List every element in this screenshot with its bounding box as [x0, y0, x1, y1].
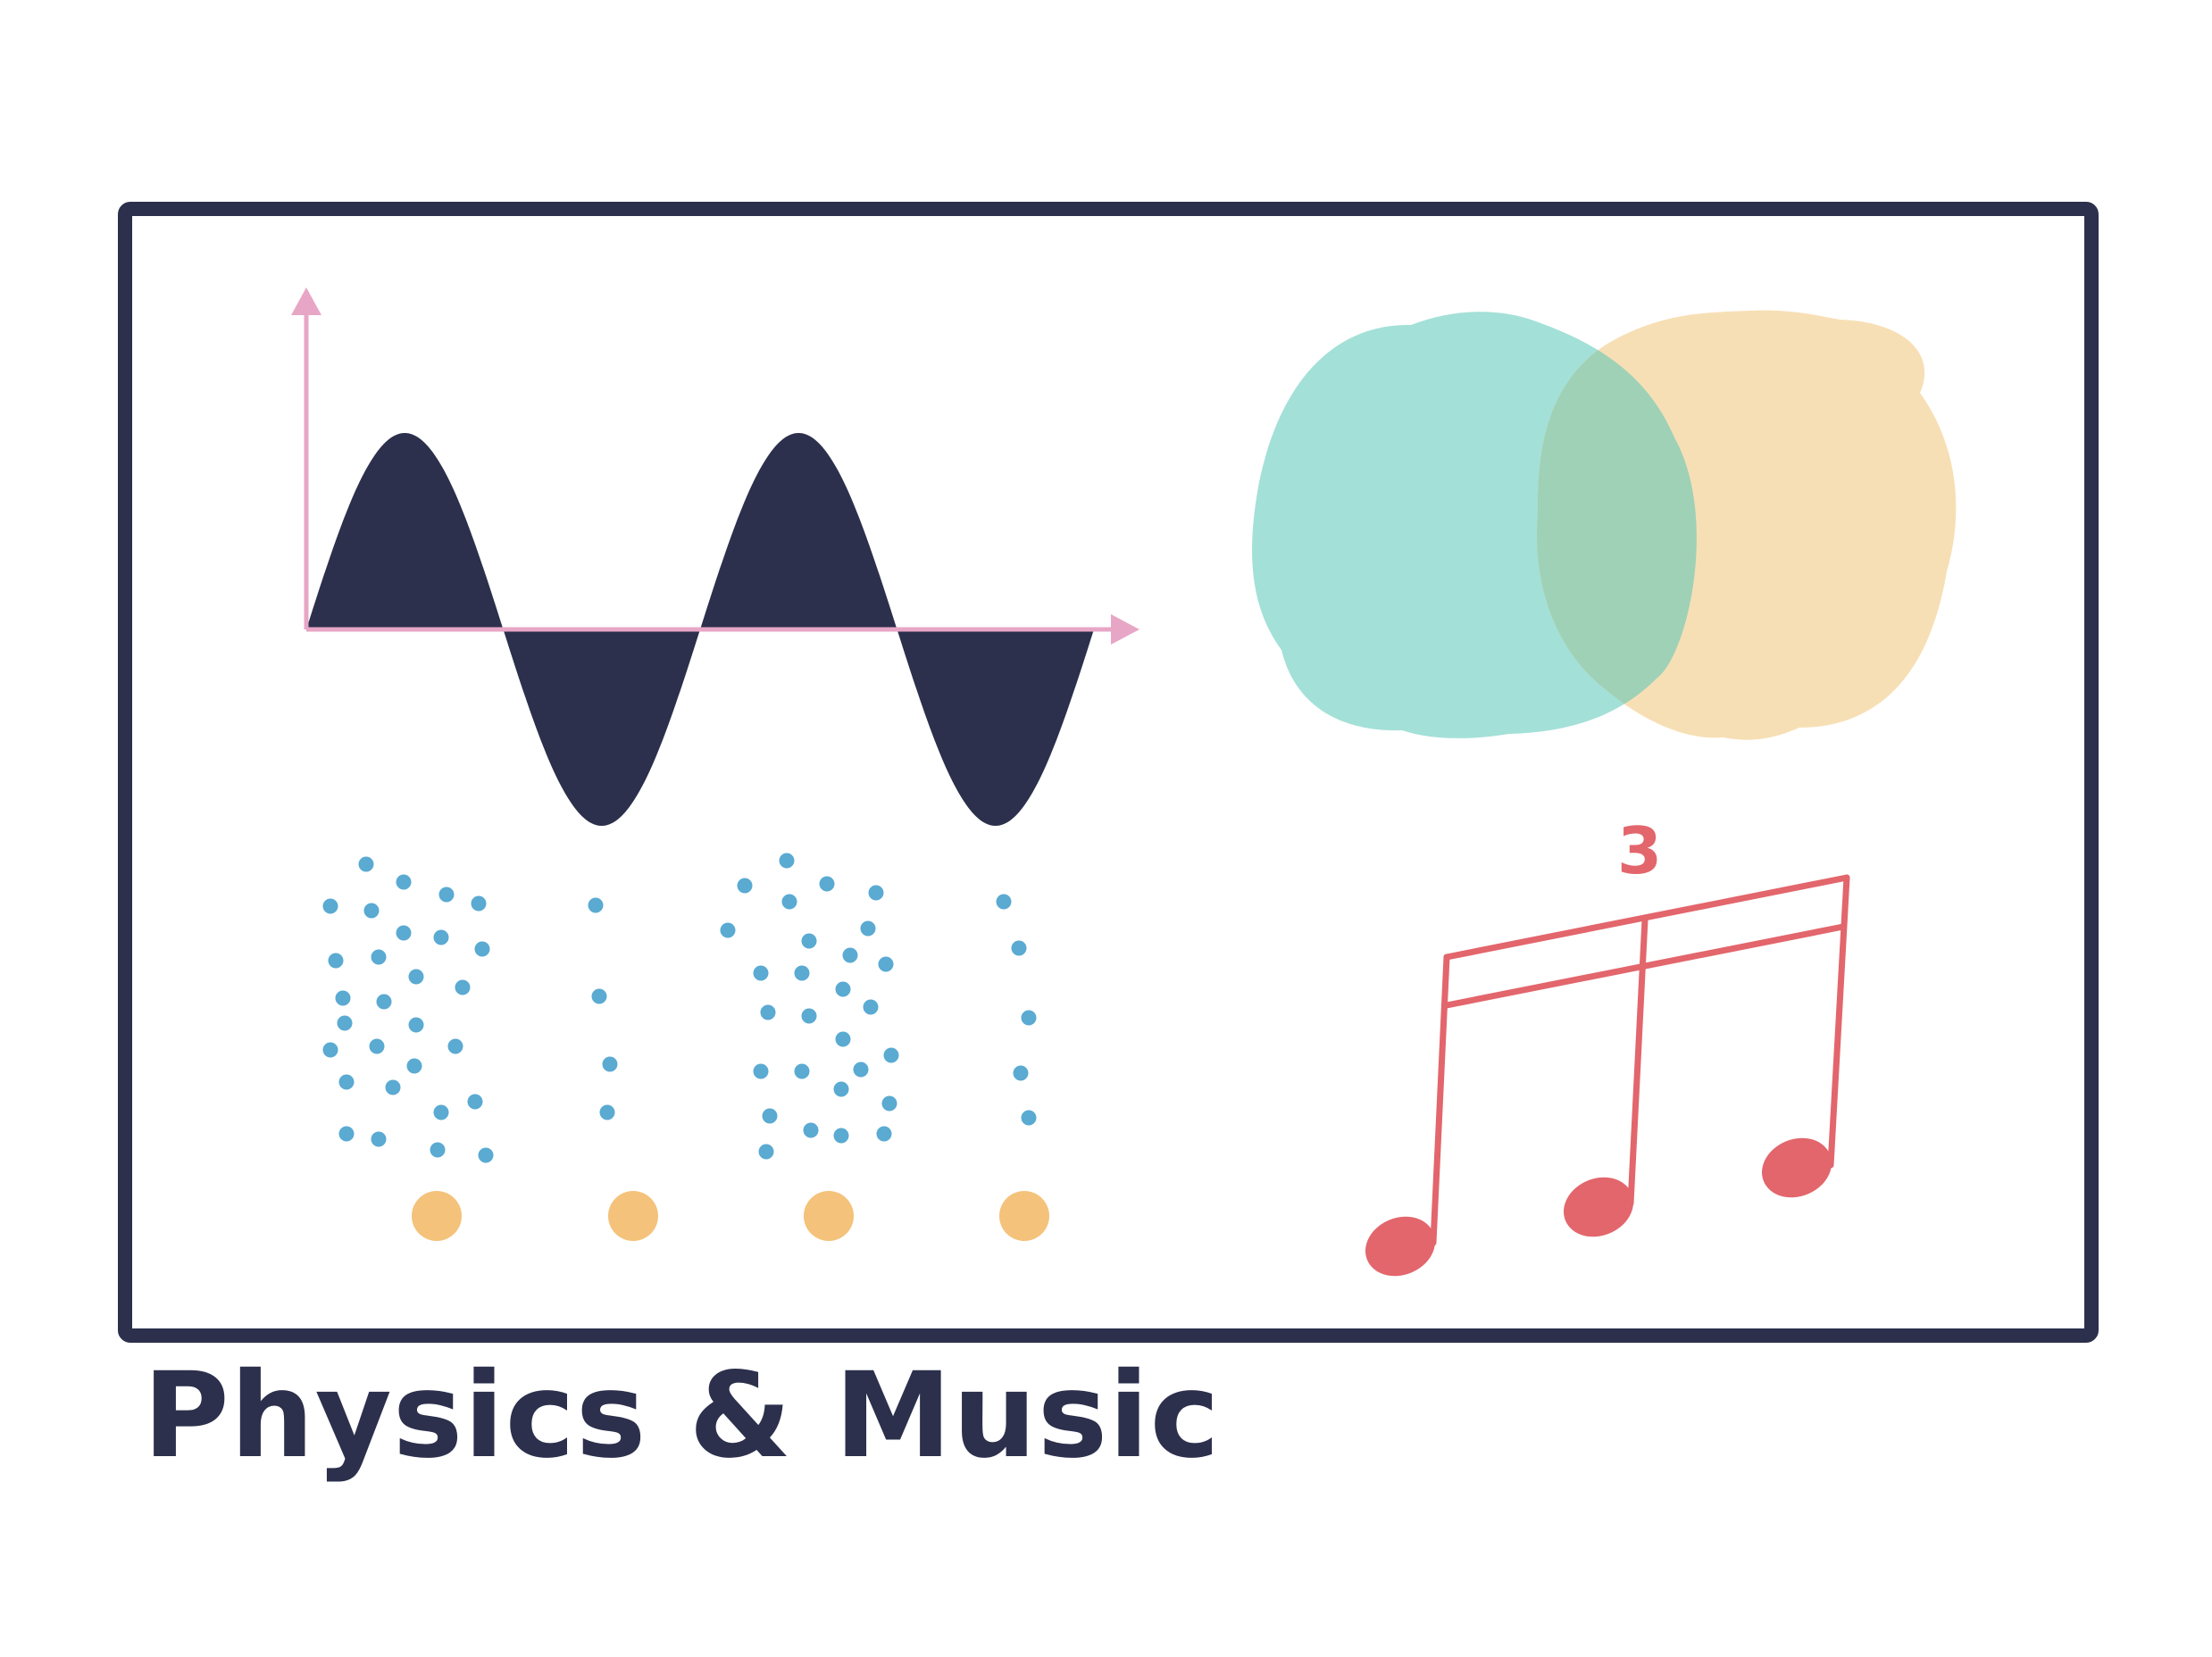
- particle-dot: [803, 1122, 819, 1138]
- sound-source-dot: [999, 1191, 1049, 1241]
- particle-dot: [720, 922, 736, 938]
- particle-dot: [1011, 940, 1027, 956]
- particle-dot: [322, 898, 338, 914]
- blob-overlap: [1537, 312, 1697, 738]
- particle-dot: [358, 856, 374, 872]
- particle-dot: [338, 1074, 355, 1090]
- sound-source-dot: [804, 1191, 854, 1241]
- particle-dot: [396, 874, 412, 890]
- sine-wave-icon: [291, 287, 1139, 826]
- particle-dot: [455, 979, 471, 995]
- particle-dot: [878, 956, 894, 972]
- particle-dot: [1013, 1065, 1029, 1081]
- particle-dot: [863, 999, 879, 1015]
- particle-dot: [588, 897, 604, 913]
- particle-dot: [478, 1147, 494, 1163]
- particle-dot: [753, 1063, 769, 1079]
- particle-dot: [376, 994, 392, 1010]
- particle-dot: [781, 894, 797, 910]
- particle-dot: [599, 1104, 615, 1120]
- note-head-2: [1564, 1177, 1633, 1237]
- x-axis-arrow-icon: [1111, 614, 1139, 645]
- particle-dot: [335, 990, 351, 1006]
- particle-dot: [860, 920, 876, 937]
- note-head-3: [1762, 1137, 1832, 1198]
- particle-dot: [447, 1038, 463, 1054]
- particle-dot: [433, 929, 449, 945]
- particle-dot: [868, 885, 884, 901]
- particle-dot: [876, 1126, 892, 1142]
- particle-dot: [842, 947, 858, 963]
- note-stem-3: [1827, 874, 1850, 1169]
- sound-particles-icon: [322, 853, 1049, 1241]
- triplet-number: 3: [1617, 813, 1662, 888]
- particle-dot: [853, 1062, 869, 1078]
- particle-dot: [779, 853, 795, 869]
- particle-dot: [1021, 1110, 1037, 1126]
- particle-dot: [758, 1144, 774, 1160]
- note-stem-1: [1430, 953, 1450, 1246]
- particle-dot: [369, 1038, 385, 1054]
- frame-border: [118, 202, 2099, 1343]
- particle-dot: [794, 1063, 810, 1079]
- particle-dot: [371, 949, 387, 965]
- particle-dot: [591, 988, 607, 1004]
- note-head-1: [1365, 1216, 1435, 1277]
- particle-dot: [753, 965, 769, 981]
- particle-dot: [471, 895, 487, 912]
- particle-dot: [438, 887, 455, 903]
- particle-dot: [408, 1017, 424, 1033]
- particle-dot: [338, 1126, 355, 1142]
- particle-dot: [406, 1058, 422, 1074]
- particle-dot: [881, 1095, 897, 1112]
- particle-dot: [996, 894, 1012, 910]
- particle-dot: [835, 1031, 851, 1047]
- venn-blobs-icon: [1252, 310, 1957, 740]
- particle-dot: [328, 953, 344, 969]
- particle-dot: [819, 876, 835, 892]
- particle-dot: [602, 1056, 618, 1072]
- particle-dot: [396, 925, 412, 941]
- particle-dot: [474, 941, 490, 957]
- particle-dot: [794, 965, 810, 981]
- particle-dot: [801, 1008, 817, 1024]
- particle-dot: [833, 1128, 849, 1144]
- particle-dot: [371, 1131, 387, 1147]
- particle-dot: [385, 1079, 401, 1095]
- particle-dot: [467, 1094, 483, 1110]
- particle-dot: [1021, 1010, 1037, 1026]
- sound-source-dot: [608, 1191, 658, 1241]
- particle-dot: [801, 933, 817, 949]
- particle-dot: [833, 1081, 849, 1097]
- eighth-note-triplet-icon: [1365, 874, 1850, 1277]
- note-stem-2: [1627, 916, 1649, 1207]
- particle-dot: [430, 1142, 446, 1158]
- particle-dot: [408, 969, 424, 985]
- particle-dot: [883, 1047, 899, 1063]
- page-title: Physics & Music: [143, 1347, 1221, 1485]
- particle-dot: [363, 903, 380, 919]
- particle-dot: [433, 1104, 449, 1120]
- y-axis-arrow-icon: [291, 287, 321, 315]
- sound-source-dot: [412, 1191, 462, 1241]
- particle-dot: [322, 1042, 338, 1058]
- particle-dot: [760, 1004, 776, 1020]
- particle-dot: [762, 1108, 778, 1124]
- particle-dot: [737, 878, 753, 894]
- particle-dot: [835, 981, 851, 997]
- particle-dot: [337, 1015, 353, 1031]
